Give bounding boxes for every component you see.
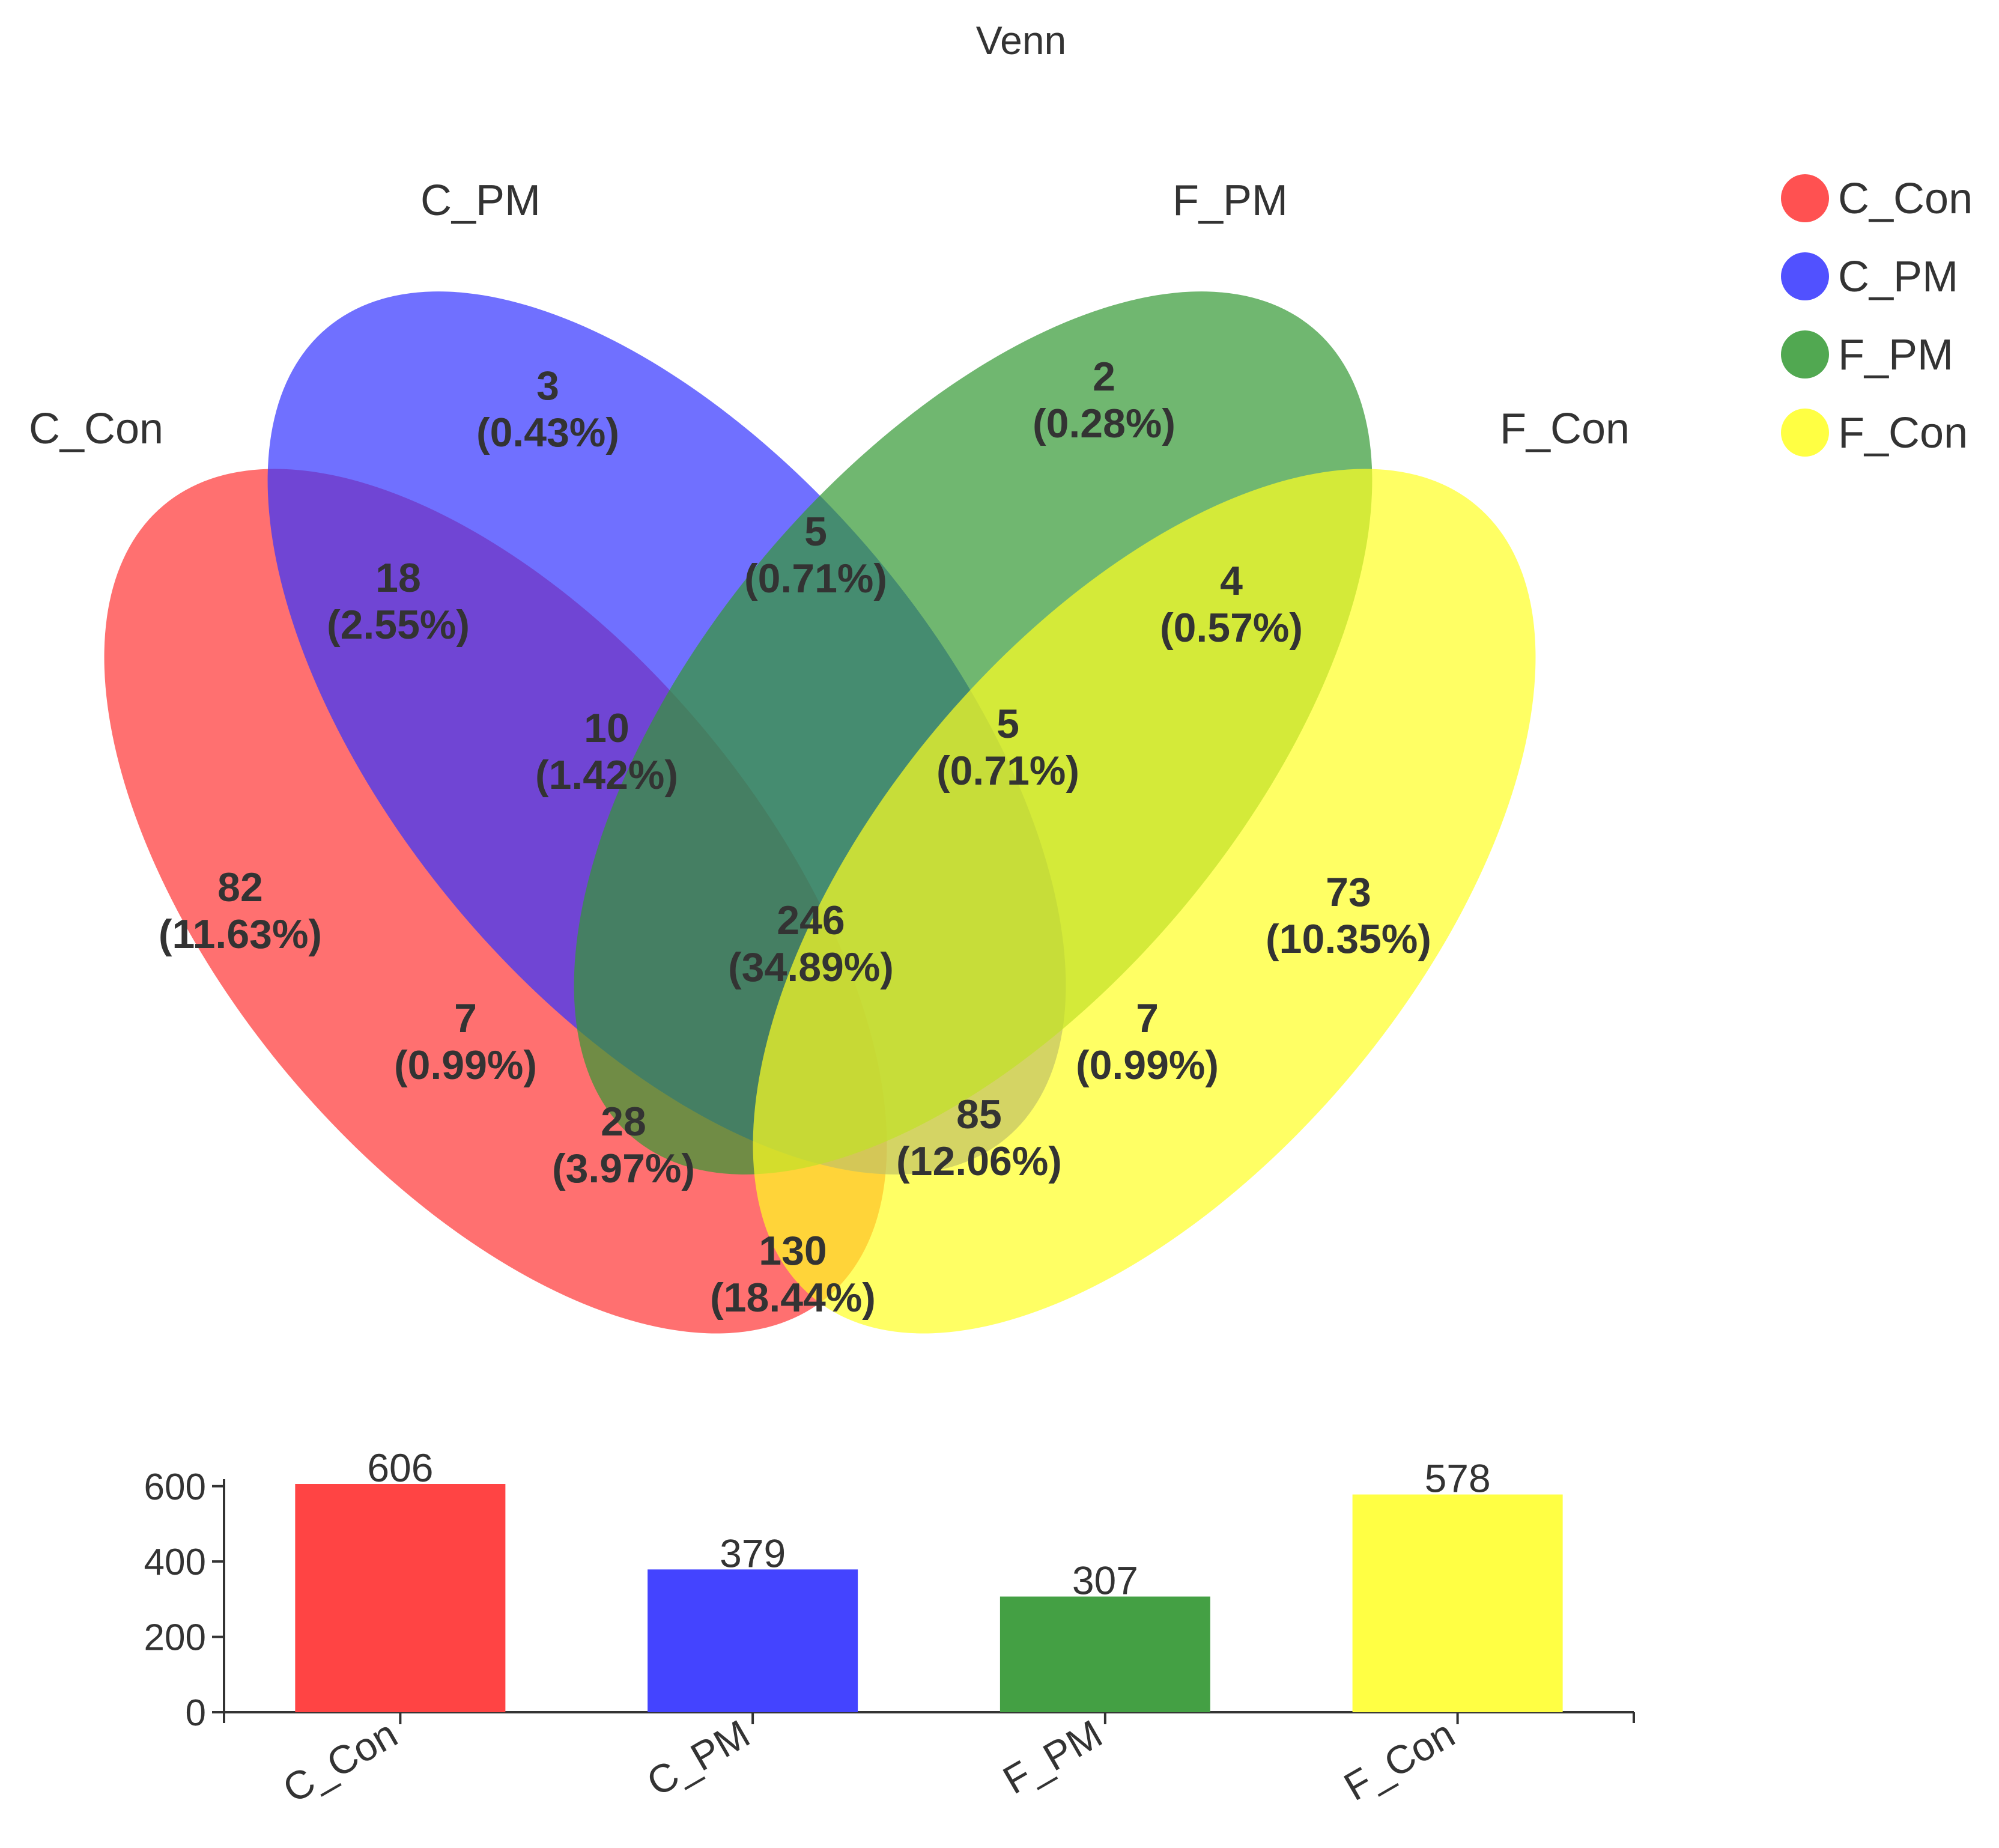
venn-region-c-con-f-con: 130(18.44%) (710, 1228, 876, 1321)
region-count: 10 (584, 705, 629, 751)
legend-swatch (1781, 174, 1829, 222)
region-count: 7 (1136, 995, 1159, 1041)
bar-c-pm (648, 1569, 858, 1712)
venn-region-c-pm: 3(0.43%) (476, 363, 619, 455)
region-percent: (11.63%) (159, 911, 322, 957)
y-tick-label-600: 600 (144, 1467, 206, 1508)
x-tick-label-f-pm: F_PM (995, 1711, 1109, 1802)
legend: C_Con C_PM F_PM F_Con (1781, 174, 1973, 457)
region-percent: (0.99%) (394, 1042, 537, 1088)
venn-region-c-pm-f-pm: 5(0.71%) (744, 509, 887, 601)
set-label-c-con: C_Con (29, 405, 163, 453)
region-percent: (0.99%) (1076, 1042, 1219, 1088)
legend-item-f-pm: F_PM (1781, 330, 1953, 379)
venn-set-labels: C_Con C_PM F_PM F_Con (29, 177, 1630, 453)
venn-region-c-con-c-pm-f-con: 85(12.06%) (896, 1092, 1062, 1184)
bar-f-con (1352, 1494, 1563, 1712)
set-label-f-pm: F_PM (1172, 177, 1288, 225)
venn-ellipse-f-con (753, 469, 1536, 1334)
region-count: 85 (956, 1092, 1002, 1137)
region-percent: (0.57%) (1160, 605, 1303, 651)
chart-title: Venn (976, 18, 1067, 62)
venn-region-f-pm-f-con: 4(0.57%) (1160, 558, 1303, 651)
legend-label: C_Con (1838, 175, 1973, 223)
region-percent: (1.42%) (535, 752, 678, 798)
y-tick-label-0: 0 (186, 1692, 206, 1734)
venn-region-f-pm: 2(0.28%) (1033, 354, 1175, 446)
region-count: 130 (759, 1228, 827, 1274)
bar-value-label-f-pm: 307 (1072, 1558, 1138, 1602)
venn-ellipses (104, 291, 1536, 1334)
legend-label: F_Con (1838, 409, 1968, 457)
region-percent: (0.43%) (476, 410, 619, 455)
set-label-f-con: F_Con (1500, 405, 1630, 453)
set-label-c-pm: C_PM (420, 177, 541, 225)
legend-swatch (1781, 252, 1829, 300)
legend-label: C_PM (1838, 253, 1958, 301)
y-tick-label-400: 400 (144, 1542, 206, 1583)
venn-region-c-con-f-pm: 7(0.99%) (394, 995, 537, 1088)
region-count: 2 (1093, 354, 1115, 400)
region-percent: (2.55%) (327, 602, 470, 648)
region-count: 18 (375, 555, 421, 601)
bar-chart: 0 200 400 600 606 C_Con 379 C_PM 307 F_PM 578 F_Con (144, 1445, 1635, 1811)
region-percent: (10.35%) (1266, 916, 1431, 962)
region-count: 246 (777, 898, 845, 943)
venn-region-c-con: 82(11.63%) (159, 865, 322, 957)
region-count: 4 (1220, 558, 1243, 604)
region-percent: (0.28%) (1033, 401, 1175, 446)
bar-value-label-c-con: 606 (367, 1445, 433, 1490)
bar-value-label-f-con: 578 (1425, 1456, 1491, 1501)
region-percent: (12.06%) (896, 1138, 1062, 1184)
region-count: 5 (996, 701, 1019, 747)
venn-region-c-pm-f-con: 7(0.99%) (1076, 995, 1219, 1088)
venn-region-f-con: 73(10.35%) (1266, 869, 1431, 962)
bar-value-label-c-pm: 379 (720, 1531, 786, 1575)
region-count: 5 (804, 509, 827, 555)
venn-region-c-pm-f-pm-f-con: 5(0.71%) (936, 701, 1079, 794)
region-percent: (0.71%) (936, 748, 1079, 794)
region-count: 7 (454, 995, 477, 1041)
x-tick-label-c-con: C_Con (275, 1711, 404, 1811)
x-tick-label-c-pm: C_PM (639, 1711, 757, 1805)
venn-region-c-con-f-pm-f-con: 28(3.97%) (552, 1099, 695, 1191)
y-tick-label-200: 200 (144, 1617, 206, 1659)
legend-item-c-con: C_Con (1781, 174, 1973, 223)
venn-region-c-con-c-pm-f-pm-f-con: 246(34.89%) (728, 898, 894, 990)
venn-region-c-con-c-pm: 18(2.55%) (327, 555, 470, 648)
legend-label: F_PM (1838, 331, 1953, 379)
x-tick-label-f-con: F_Con (1336, 1711, 1462, 1809)
legend-swatch (1781, 409, 1829, 457)
region-percent: (0.71%) (744, 556, 887, 601)
bar-f-pm (1000, 1596, 1210, 1712)
region-count: 28 (601, 1099, 646, 1144)
bar-c-con (295, 1484, 506, 1712)
region-count: 73 (1326, 869, 1371, 915)
region-count: 82 (217, 865, 263, 910)
region-percent: (34.89%) (728, 944, 894, 990)
venn-region-c-con-c-pm-f-pm: 10(1.42%) (535, 705, 678, 798)
region-percent: (18.44%) (710, 1275, 876, 1321)
legend-swatch (1781, 330, 1829, 378)
legend-item-f-con: F_Con (1781, 409, 1968, 457)
legend-item-c-pm: C_PM (1781, 252, 1958, 301)
venn-region-labels: 3(0.43%)2(0.28%)18(2.55%)5(0.71%) 4(0.57%… (159, 354, 1431, 1321)
region-count: 3 (536, 363, 559, 409)
region-percent: (3.97%) (552, 1146, 695, 1191)
